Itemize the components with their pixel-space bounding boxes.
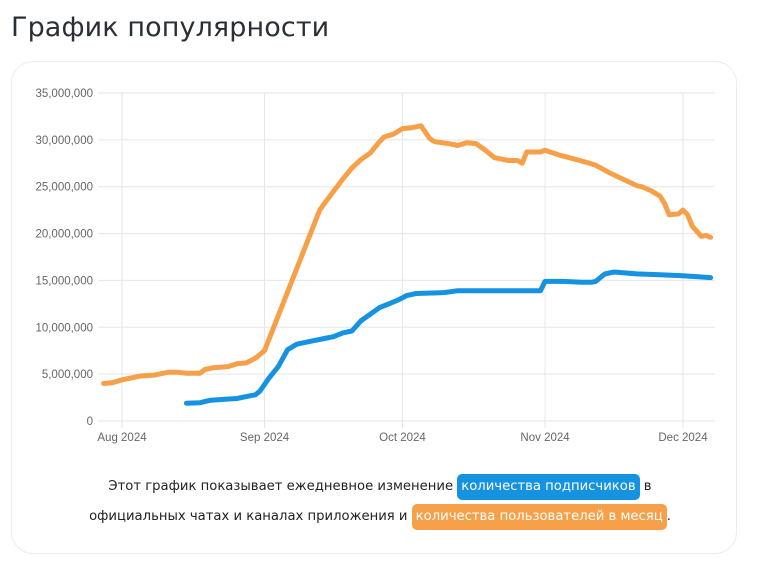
x-axis-ticks: Aug 2024 Sep 2024 Oct 2024 Nov 2024 Dec 2024 [97, 432, 708, 444]
y-tick-label: 20,000,000 [35, 229, 93, 241]
y-tick-label: 15,000,000 [35, 275, 93, 287]
x-tick-label: Oct 2024 [379, 432, 426, 444]
badge-monthly-users: количества пользователей в месяц [411, 504, 667, 530]
y-tick-label: 0 [87, 416, 93, 428]
series-line-monthly-users [101, 123, 714, 386]
y-tick-label: 10,000,000 [35, 322, 93, 334]
x-tick-label: Dec 2024 [658, 432, 708, 444]
chart-card [11, 61, 737, 554]
y-tick-label: 30,000,000 [35, 135, 93, 147]
x-gridlines [121, 93, 684, 428]
series-line-subscribers [183, 269, 714, 406]
x-tick-label: Nov 2024 [520, 432, 570, 444]
badge-subscribers: количества подписчиков [457, 474, 640, 500]
chart-caption: Этот график показывает ежедневное измене… [60, 472, 700, 532]
x-tick-label: Aug 2024 [97, 432, 147, 444]
y-tick-label: 35,000,000 [35, 88, 93, 100]
page-title: График популярности [11, 12, 330, 43]
caption-text-2: в официальных чатах и каналах приложения… [89, 479, 652, 524]
x-tick-label: Sep 2024 [240, 432, 290, 444]
caption-text-1: Этот график показывает ежедневное измене… [108, 479, 458, 494]
y-tick-label: 5,000,000 [42, 369, 93, 381]
y-tick-label: 25,000,000 [35, 182, 93, 194]
y-axis-ticks: 0 5,000,000 10,000,000 15,000,000 20,000,000… [35, 88, 93, 428]
caption-text-3: . [666, 509, 671, 524]
